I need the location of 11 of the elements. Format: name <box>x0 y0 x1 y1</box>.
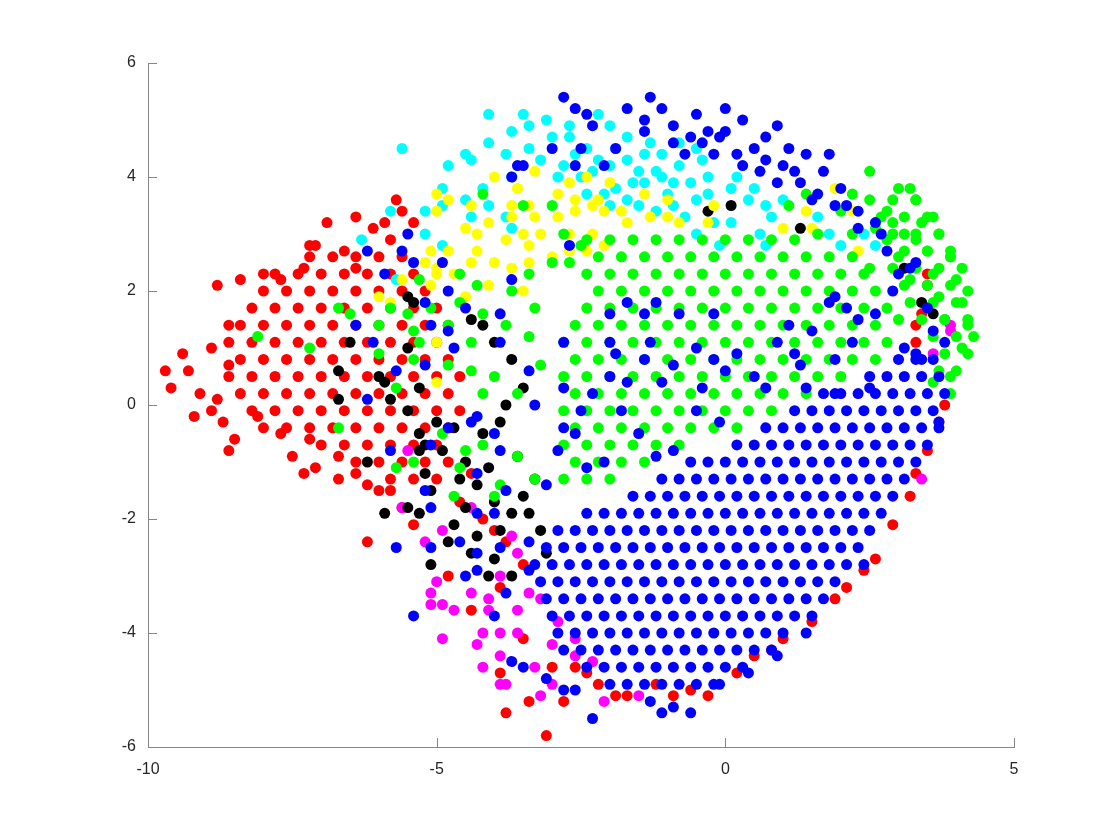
y-tick-label: -6 <box>121 737 137 755</box>
x-tick-label: 0 <box>720 760 730 778</box>
x-tick-label: 5 <box>1009 760 1019 778</box>
y-tick-label: -4 <box>121 623 137 641</box>
y-tick-label: 0 <box>127 395 137 413</box>
y-tick-label: 2 <box>127 281 137 299</box>
y-tick-label: -2 <box>121 509 137 527</box>
y-tick-label: 4 <box>127 167 137 185</box>
y-tick-label: 6 <box>127 53 137 71</box>
x-tick-label: -10 <box>136 760 160 778</box>
x-tick-label: -5 <box>429 760 444 778</box>
